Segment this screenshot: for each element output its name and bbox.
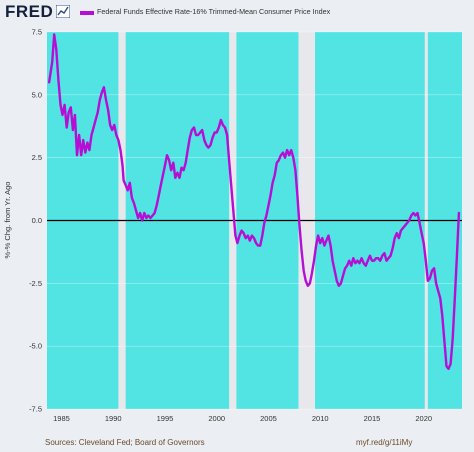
x-tick-label: 2020 — [415, 414, 432, 423]
short-link[interactable]: myf.red/g/11iMy — [356, 438, 413, 447]
y-tick-label: -5.0 — [29, 342, 42, 351]
y-tick-label: 5.0 — [32, 90, 42, 99]
series-line — [47, 33, 461, 370]
y-tick-label: -2.5 — [29, 279, 42, 288]
legend-label: Federal Funds Effective Rate-16% Trimmed… — [97, 7, 331, 16]
x-tick-label: 1995 — [157, 414, 174, 423]
y-tick-label: -7.5 — [29, 405, 42, 414]
x-tick-label: 2005 — [260, 414, 277, 423]
x-tick-label: 1990 — [105, 414, 122, 423]
line-chart-icon — [56, 5, 70, 18]
y-tick-label: 7.5 — [32, 28, 42, 37]
y-tick-label: 0.0 — [32, 216, 42, 225]
series-layer — [47, 33, 461, 370]
y-tick-label: 2.5 — [32, 153, 42, 162]
fred-logo[interactable]: FRED — [5, 2, 54, 21]
y-tick-labels: -7.5 -5.0 -2.5 0.0 2.5 5.0 7.5 — [29, 28, 42, 414]
chart-header: FRED Federal Funds Effective Rate-16% Tr… — [0, 0, 474, 26]
legend-swatch — [80, 11, 94, 15]
x-tick-label: 2010 — [312, 414, 329, 423]
x-tick-label: 2015 — [364, 414, 381, 423]
x-tick-labels: 1985 1990 1995 2000 2005 2010 2015 2020 — [53, 414, 432, 423]
x-tick-label: 1985 — [53, 414, 70, 423]
y-gridlines — [47, 31, 462, 410]
x-tick-label: 2000 — [208, 414, 225, 423]
sources-text: Sources: Cleveland Fed; Board of Governo… — [45, 438, 205, 447]
